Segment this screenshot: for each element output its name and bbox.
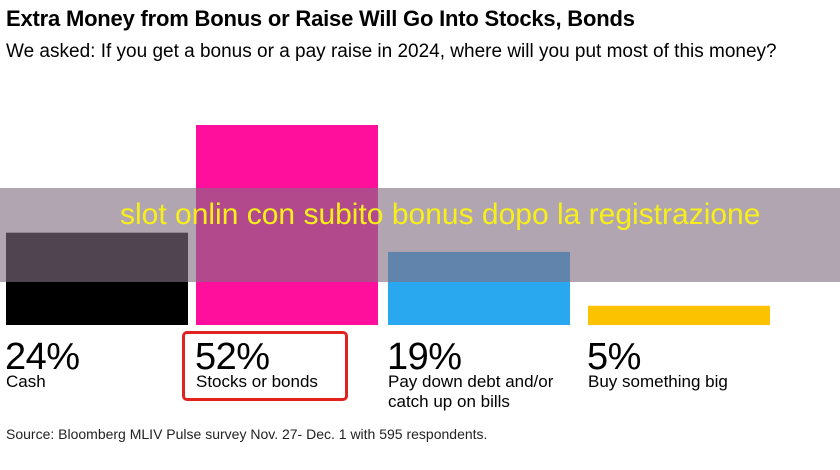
bar-value-label-2: 19% <box>387 336 462 378</box>
bar-3 <box>588 305 770 325</box>
chart-subtitle: We asked: If you get a bonus or a pay ra… <box>6 41 777 62</box>
bar-value-label-0: 24% <box>5 336 80 378</box>
chart-title: Extra Money from Bonus or Raise Will Go … <box>6 6 635 31</box>
bar-value-label-1: 52% <box>195 336 270 378</box>
bar-category-label-2: Pay down debt and/or catch up on bills <box>388 372 554 411</box>
bar-category-label-3: Buy something big <box>588 372 728 391</box>
overlay-banner: slot onlin con subito bonus dopo la regi… <box>0 188 840 282</box>
overlay-banner-text: slot onlin con subito bonus dopo la regi… <box>120 198 761 231</box>
bar-category-label-1: Stocks or bonds <box>196 372 318 391</box>
bar-value-label-3: 5% <box>587 336 641 378</box>
highlight-box <box>182 331 348 401</box>
bar-category-label-0: Cash <box>6 372 46 391</box>
chart-source: Source: Bloomberg MLIV Pulse survey Nov.… <box>6 426 488 442</box>
